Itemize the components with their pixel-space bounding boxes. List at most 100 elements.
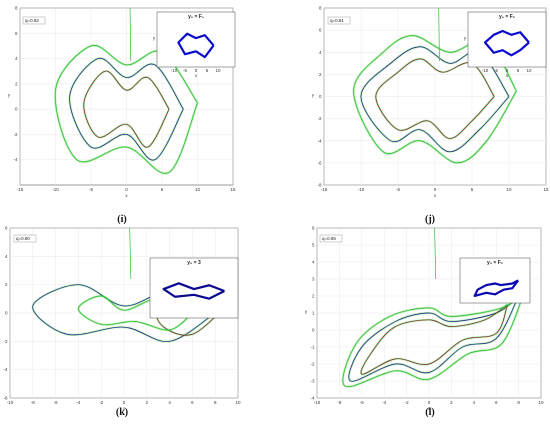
x-tick-label-l: -8: [337, 400, 341, 405]
y-tick-label-l: 6: [312, 226, 315, 231]
x-tick-label-l: 8: [517, 400, 520, 405]
y-tick-label-l: -3: [310, 379, 314, 384]
transient-line-i: [129, 7, 132, 62]
inset-l: y₀ = F₂: [459, 257, 531, 304]
x-tick-label-j: -15: [321, 187, 328, 192]
x-tick-label-k: 8: [214, 400, 217, 405]
q-label-k: q=0.80: [16, 236, 30, 241]
caption-j: (j): [425, 214, 435, 225]
series-line-l-1: [360, 304, 508, 375]
inset-frame-j: [467, 11, 547, 68]
x-tick-label-j: 5: [471, 187, 474, 192]
y-tick-label-l: -4: [310, 396, 314, 401]
y-tick-label-l: -1: [310, 345, 314, 350]
x-tick-label-i: -15: [17, 187, 24, 192]
x-tick-label-k: -10: [7, 400, 14, 405]
y-tick-label-l: 5: [312, 243, 315, 248]
x-tick-label-k: -2: [99, 400, 103, 405]
q-label-box-j: [327, 16, 351, 25]
inset-y-label-i: y: [153, 36, 156, 41]
y-axis-label-j: y: [312, 93, 315, 98]
y-tick-label-i: 2: [15, 81, 18, 86]
x-tick-label-l: -6: [360, 400, 364, 405]
x-tick-label-i: 0: [125, 187, 128, 192]
inset-title-k: y₀ = 3: [187, 260, 201, 266]
x-axis-label-k: x: [123, 406, 126, 411]
x-tick-label-l: -10: [314, 400, 321, 405]
caption-i: (i): [117, 214, 126, 225]
y-tick-label-j: 0: [319, 94, 322, 99]
x-tick-label-l: -4: [382, 400, 386, 405]
y-axis-label-l: y: [305, 309, 308, 314]
x-tick-label-l: 4: [473, 400, 476, 405]
inset-y-label-j: y: [464, 36, 467, 41]
inset-x-tick-i: 0: [195, 68, 198, 73]
series-line-l-2: [342, 292, 525, 388]
x-tick-label-j: 15: [543, 187, 549, 192]
q-label-box-l: [319, 234, 343, 243]
inset-attractor-j: [483, 29, 530, 57]
y-tick-label-k: -2: [3, 339, 7, 344]
x-tick-label-l: 10: [538, 400, 544, 405]
y-tick-label-l: -2: [310, 362, 314, 367]
inset-x-tick-j: 0: [506, 68, 509, 73]
inset-x-tick-i: 5: [206, 68, 209, 73]
inset-frame-i: [156, 11, 236, 68]
inset-title-l: y₀ = F₂: [487, 260, 503, 266]
series-line-k-2: [78, 295, 193, 331]
inset-attractor-i: [177, 32, 215, 59]
x-tick-label-i: 10: [195, 187, 201, 192]
x-tick-label-l: -2: [405, 400, 409, 405]
y-tick-label-j: 2: [319, 72, 322, 77]
inset-frame-l: [459, 257, 531, 304]
y-tick-label-l: 4: [312, 260, 315, 265]
y-tick-label-j: 4: [319, 50, 322, 55]
x-tick-label-l: 6: [495, 400, 498, 405]
x-tick-label-k: -8: [31, 400, 35, 405]
y-tick-label-l: 2: [312, 294, 315, 299]
y-tick-label-i: 6: [15, 31, 18, 36]
series-line-i-2: [54, 45, 198, 174]
x-tick-label-i: -10: [52, 187, 59, 192]
y-tick-label-k: 2: [5, 282, 8, 287]
inset-x-tick-i: -10: [171, 68, 178, 73]
inset-x-tick-i: 10: [215, 68, 221, 73]
x-tick-label-l: 2: [450, 400, 453, 405]
inset-x-label-j: x: [506, 73, 509, 78]
y-tick-label-k: -4: [3, 367, 7, 372]
x-axis-label-j: x: [434, 193, 437, 198]
inset-x-tick-i: -5: [183, 68, 187, 73]
x-tick-label-k: -4: [76, 400, 80, 405]
y-tick-label-l: 0: [312, 328, 315, 333]
x-tick-label-j: 10: [506, 187, 512, 192]
y-tick-label-j: -8: [317, 183, 321, 188]
y-axis-label-k: y: [0, 309, 1, 314]
panel-j: -15 -10 -5 0 5 10 15 -8 -6 -4 -2 0 2 4 6 8 x y q=0.91 y₀ = …: [312, 6, 549, 226]
series-line-j-1: [375, 58, 495, 139]
y-tick-label-i: 4: [15, 56, 18, 61]
panel-i: -15 -10 -5 0 5 10 15 -4 -2 0 2 4 6 8 x y q=0.92 y₀ = F₁ -1…: [8, 6, 236, 226]
y-tick-label-j: -4: [317, 138, 321, 143]
x-axis-label-l: x: [428, 406, 431, 411]
inset-attractor-k: [162, 282, 225, 300]
x-tick-label-j: 0: [434, 187, 437, 192]
panel-l: -10 -8 -6 -4 -2 0 2 4 6 8 10-4-3-2-10123456xyq=0.8…: [305, 226, 544, 419]
y-tick-label-j: -6: [317, 160, 321, 165]
x-tick-label-k: 6: [191, 400, 194, 405]
y-tick-label-i: 0: [15, 107, 18, 112]
y-tick-label-j: 8: [319, 6, 322, 11]
y-tick-label-k: 6: [5, 226, 8, 231]
x-tick-label-i: 5: [161, 187, 164, 192]
q-label-box-i: [22, 16, 46, 25]
y-tick-label-i: -4: [13, 157, 17, 162]
series-line-i-1: [83, 70, 170, 148]
x-tick-label-j: -10: [358, 187, 365, 192]
x-tick-label-i: 15: [230, 187, 236, 192]
inset-x-tick-j: -10: [482, 68, 489, 73]
inset-title-i: y₀ = F₁: [188, 14, 204, 20]
x-axis-label-i: x: [125, 193, 128, 198]
y-tick-label-i: -2: [13, 132, 17, 137]
transient-line-j: [438, 7, 440, 62]
inset-x-tick-j: 10: [526, 68, 532, 73]
